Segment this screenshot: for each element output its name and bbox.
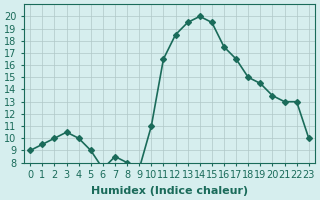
X-axis label: Humidex (Indice chaleur): Humidex (Indice chaleur) [91,186,248,196]
